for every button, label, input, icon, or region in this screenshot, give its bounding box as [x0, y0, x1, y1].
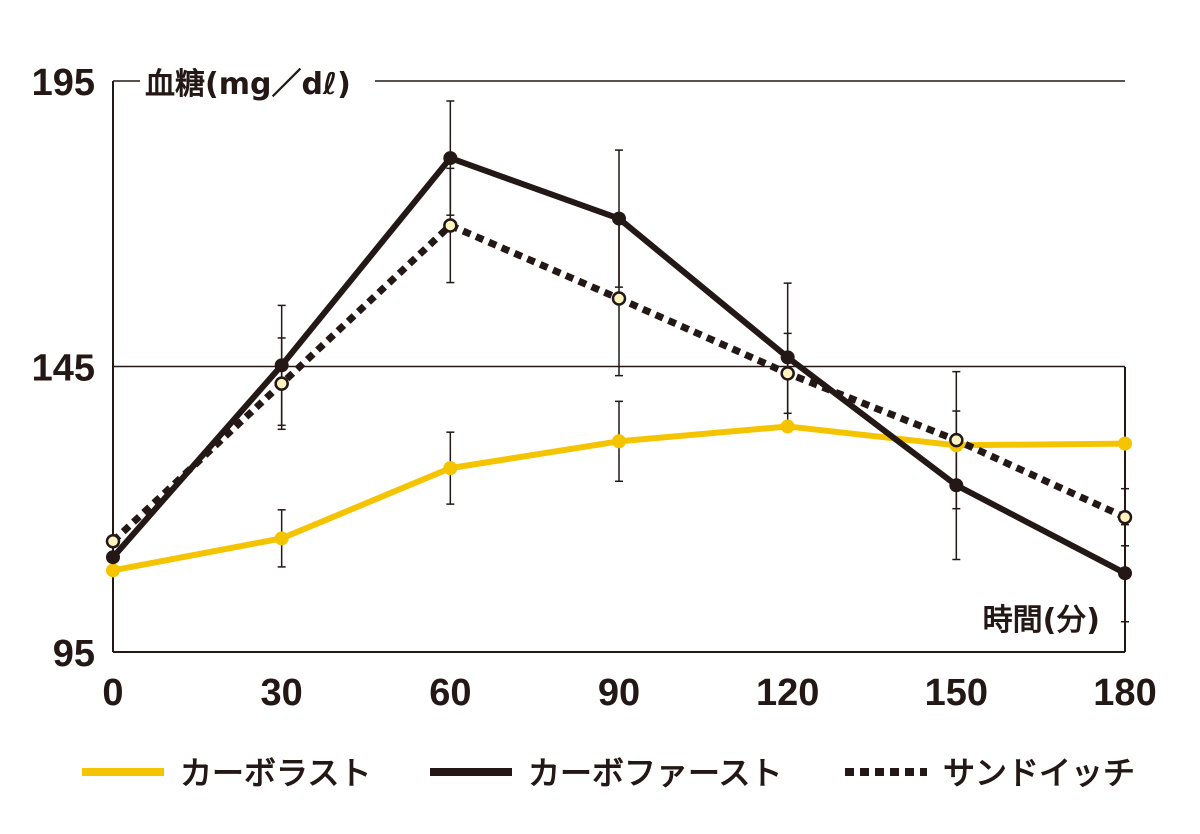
data-point	[780, 419, 795, 434]
y-tick-label: 195	[32, 62, 95, 104]
data-point	[274, 376, 289, 391]
y-axis-label: 血糖(mg／dℓ)	[145, 67, 351, 102]
x-tick-label: 0	[102, 672, 123, 714]
data-point	[1118, 566, 1132, 581]
data-point	[780, 350, 795, 365]
data-point	[443, 151, 458, 166]
x-tick-label: 150	[925, 672, 988, 714]
x-tick-label: 180	[1093, 672, 1156, 714]
data-point	[106, 563, 120, 578]
legend-label: カーボラスト	[180, 754, 371, 792]
legend-label: サンドイッチ	[943, 754, 1135, 792]
data-point	[443, 461, 458, 476]
data-point	[274, 358, 289, 373]
y-tick-label: 145	[32, 348, 95, 390]
y-tick-label: 95	[53, 633, 95, 675]
data-point	[780, 366, 795, 381]
x-tick-label: 90	[598, 672, 640, 714]
data-point	[612, 434, 626, 449]
data-point	[105, 533, 121, 549]
data-point	[1118, 436, 1132, 451]
data-point	[949, 432, 964, 448]
data-point	[106, 550, 120, 565]
x-tick-label: 60	[429, 672, 471, 714]
data-point	[274, 531, 289, 546]
data-point	[611, 291, 627, 306]
data-point	[443, 218, 458, 233]
data-point	[612, 211, 626, 226]
x-tick-label: 120	[756, 672, 819, 714]
data-point	[949, 478, 964, 493]
x-tick-label: 30	[261, 672, 303, 714]
legend-label: カーボファースト	[528, 754, 782, 792]
data-point	[1117, 509, 1133, 525]
x-axis-label: 時間(分)	[983, 603, 1100, 638]
